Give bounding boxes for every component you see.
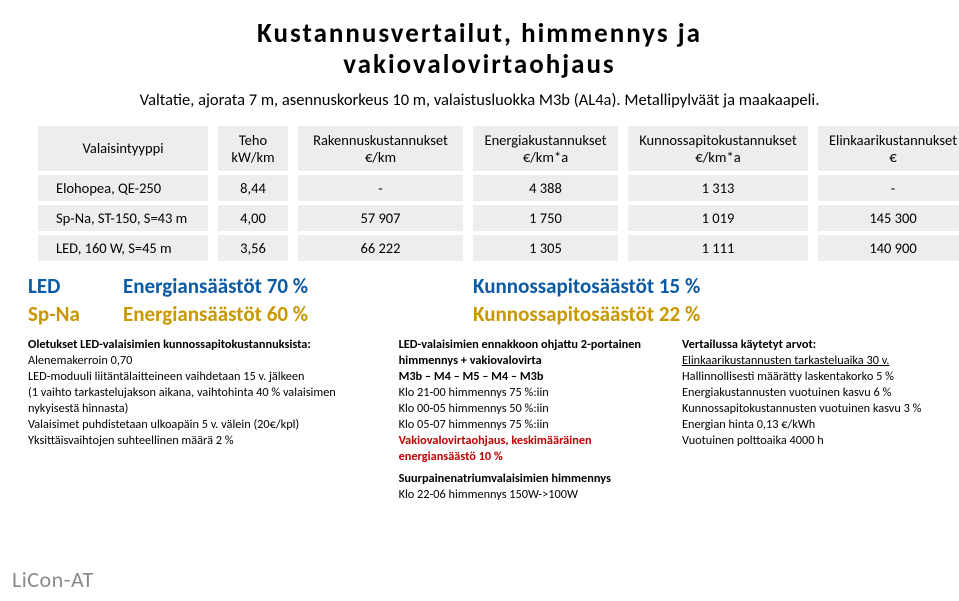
th-power: TehokW/km [218,126,288,171]
col1-heading: Oletukset LED-valaisimien kunnossapitoku… [28,337,377,353]
cell: 8,44 [218,175,288,201]
col1-line: (1 vaihto tarkastelujakson aikana, vaiht… [28,385,377,417]
col-values: Vertailussa käytetyt arvot: Elinkaarikus… [682,337,931,503]
summary-spna: Sp-Na Energiansäästöt 60 % Kunnossapitos… [28,301,931,327]
title-line2: vakiovalovirtaohjaus [343,48,615,81]
col2-heading2: Suurpainenatriumvalaisimien himmennys [399,471,660,487]
th-lamptype: Valaisintyyppi [38,126,208,171]
th-construction: Rakennuskustannukset€/km [298,126,463,171]
cell: - [818,175,959,201]
cell: 1 750 [473,205,618,231]
th-energy: Energiakustannukset€/km*a [473,126,618,171]
col2-line: Klo 00-05 himmennys 50 %:iin [399,401,660,417]
cell: 145 300 [818,205,959,231]
summary-maint: Kunnossapitosäästöt 22 % [473,301,700,327]
subtitle: Valtatie, ajorata 7 m, asennuskorkeus 10… [28,90,931,110]
col2-line: Klo 21-00 himmennys 75 %:iin [399,385,660,401]
col-dimming: LED-valaisimien ennakkoon ohjattu 2-port… [399,337,660,503]
cell: 4 388 [473,175,618,201]
logo-text-a: LiCon [12,566,64,593]
cell: 140 900 [818,235,959,261]
col3-line: Energiakustannusten vuotuinen kasvu 6 % [682,385,931,401]
row-label: LED, 160 W, S=45 m [38,235,208,261]
summary-label: Sp-Na [28,301,123,327]
cell: 57 907 [298,205,463,231]
col3-heading: Vertailussa käytetyt arvot: [682,337,931,353]
cell: 1 019 [628,205,808,231]
summary-label: LED [28,273,123,299]
col3-line: Elinkaarikustannusten tarkasteluaika 30 … [682,353,931,369]
table-row: LED, 160 W, S=45 m 3,56 66 222 1 305 1 1… [38,235,959,261]
th-maintenance: Kunnossapitokustannukset€/km*a [628,126,808,171]
cell: 4,00 [218,205,288,231]
cell: 1 111 [628,235,808,261]
row-label: Elohopea, QE-250 [38,175,208,201]
logo: LiCon-AT [12,566,94,593]
table-row: Elohopea, QE-250 8,44 - 4 388 1 313 - [38,175,959,201]
cell: 66 222 [298,235,463,261]
title-line1: Kustannusvertailut, himmennys ja [257,17,702,50]
cell: 1 305 [473,235,618,261]
th-lifecycle: Elinkaarikustannukset€ [818,126,959,171]
col3-line: Energian hinta 0,13 €/kWh [682,417,931,433]
page-title: Kustannusvertailut, himmennys ja vakiova… [28,18,931,80]
cell: 3,56 [218,235,288,261]
summary-energy: Energiansäästöt 70 % [123,273,473,299]
col3-line: Vuotuinen polttoaika 4000 h [682,433,931,449]
summary-maint: Kunnossapitosäästöt 15 % [473,273,700,299]
col2-line: Klo 22-06 himmennys 150W->100W [399,487,660,503]
col1-line: Alenemakerroin 0,70 [28,353,377,369]
col2-highlight: energiansäästö 10 % [399,449,660,465]
summary-block: LED Energiansäästöt 70 % Kunnossapitosää… [28,273,931,327]
col1-line: Valaisimet puhdistetaan ulkoapäin 5 v. v… [28,417,377,433]
col3-line: Hallinnollisesti määrätty laskentakorko … [682,369,931,385]
table-header-row: Valaisintyyppi TehokW/km Rakennuskustann… [38,126,959,171]
col-assumptions: Oletukset LED-valaisimien kunnossapitoku… [28,337,377,503]
notes-columns: Oletukset LED-valaisimien kunnossapitoku… [28,337,931,503]
col2-heading1: LED-valaisimien ennakkoon ohjattu 2-port… [399,337,660,369]
col3-line: Kunnossapitokustannusten vuotuinen kasvu… [682,401,931,417]
row-label: Sp-Na, ST-150, S=43 m [38,205,208,231]
logo-text-b: -AT [64,566,94,593]
col2-line: M3b – M4 – M5 – M4 – M3b [399,369,660,385]
col1-line: Yksittäisvaihtojen suhteellinen määrä 2 … [28,433,377,449]
col2-highlight: Vakiovalovirtaohjaus, keskimääräinen [399,433,660,449]
cell: - [298,175,463,201]
cost-table: Valaisintyyppi TehokW/km Rakennuskustann… [28,122,959,265]
col1-line: LED-moduuli liitäntälaitteineen vaihdeta… [28,369,377,385]
cell: 1 313 [628,175,808,201]
col2-line: Klo 05-07 himmennys 75 %:iin [399,417,660,433]
table-row: Sp-Na, ST-150, S=43 m 4,00 57 907 1 750 … [38,205,959,231]
summary-led: LED Energiansäästöt 70 % Kunnossapitosää… [28,273,931,299]
summary-energy: Energiansäästöt 60 % [123,301,473,327]
